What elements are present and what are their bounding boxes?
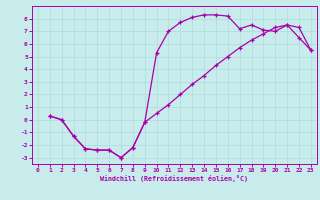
- X-axis label: Windchill (Refroidissement éolien,°C): Windchill (Refroidissement éolien,°C): [100, 175, 248, 182]
